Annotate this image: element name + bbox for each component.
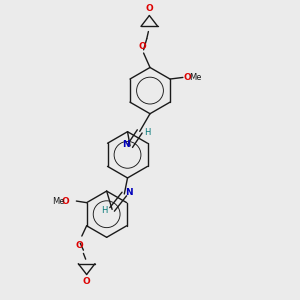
Text: N: N [122,140,130,149]
Text: Me: Me [189,73,201,82]
Text: O: O [62,196,70,206]
Text: H: H [145,128,151,137]
Text: O: O [138,42,146,51]
Text: O: O [184,73,192,82]
Text: H: H [101,206,108,215]
Text: O: O [83,277,91,286]
Text: N: N [126,188,133,197]
Text: Me: Me [52,196,65,206]
Text: O: O [146,4,153,13]
Text: O: O [76,241,83,250]
